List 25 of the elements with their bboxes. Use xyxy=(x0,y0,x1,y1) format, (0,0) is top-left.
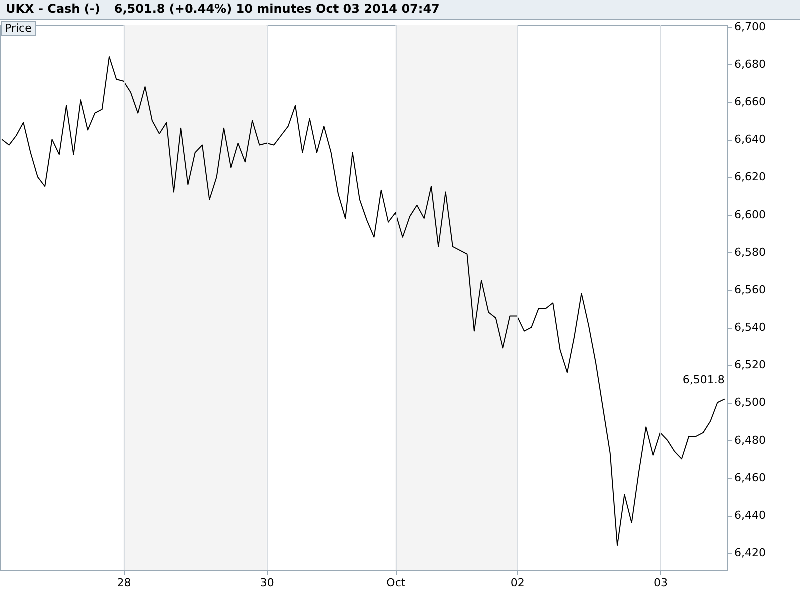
y-tick-label: 6,580 xyxy=(734,246,766,259)
y-tick-label: 6,440 xyxy=(734,509,766,522)
y-tick-label: 6,500 xyxy=(734,396,766,410)
x-tick-label: Oct xyxy=(386,576,406,590)
x-tick-label: 02 xyxy=(510,576,525,590)
line-series xyxy=(2,56,726,546)
y-tick-label: 6,420 xyxy=(734,546,766,560)
y-axis-title: Price xyxy=(1,21,36,36)
y-tick-label: 6,540 xyxy=(734,321,766,334)
chart-title: UKX - Cash (-) xyxy=(6,2,100,16)
y-tick-label: 6,640 xyxy=(734,133,766,146)
y-tick-label: 6,560 xyxy=(734,283,766,296)
chart-subtitle: 6,501.8 (+0.44%) 10 minutes Oct 03 2014 07:47 xyxy=(114,2,440,16)
x-tick-label: 30 xyxy=(260,576,274,590)
y-tick-label: 6,460 xyxy=(734,471,766,484)
x-tick-label: 28 xyxy=(117,576,132,590)
y-tick-label: 6,680 xyxy=(734,58,766,71)
y-tick-label: 6,700 xyxy=(734,20,766,34)
y-tick-label: 6,480 xyxy=(734,434,766,447)
y-tick-label: 6,520 xyxy=(734,358,766,372)
y-tick-label: 6,620 xyxy=(734,170,766,184)
y-tick-label: 6,660 xyxy=(734,96,766,109)
annotation: 6,501.8 xyxy=(682,373,725,386)
y-tick-label: 6,600 xyxy=(734,208,766,222)
x-tick-label: 03 xyxy=(654,576,668,590)
